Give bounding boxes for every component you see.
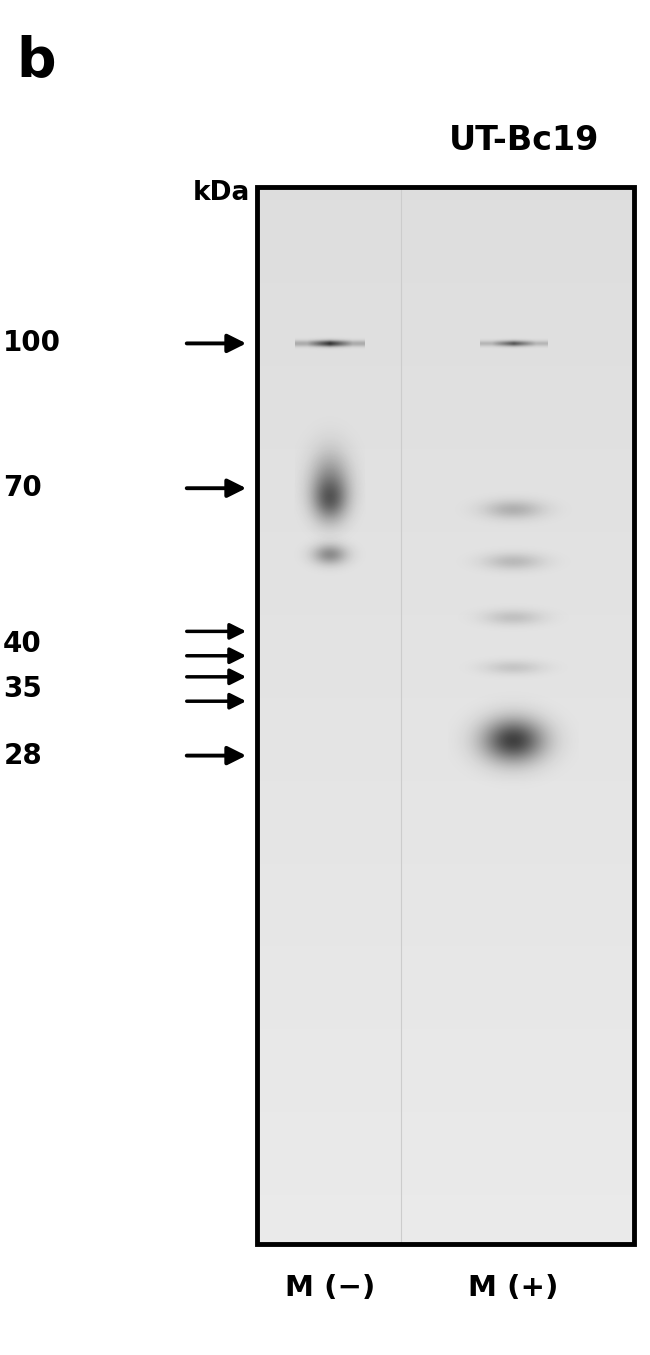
Text: 100: 100	[3, 329, 61, 358]
Bar	[257, 187, 634, 1244]
Text: M (−): M (−)	[285, 1274, 375, 1302]
Text: UT-Bc19: UT-Bc19	[448, 125, 599, 157]
Text: 28: 28	[3, 741, 42, 770]
Text: kDa: kDa	[193, 180, 250, 206]
Text: M (+): M (+)	[468, 1274, 559, 1302]
Text: b: b	[16, 34, 56, 88]
Text: 70: 70	[3, 474, 42, 503]
Text: 35: 35	[3, 675, 42, 703]
Text: 40: 40	[3, 630, 42, 657]
